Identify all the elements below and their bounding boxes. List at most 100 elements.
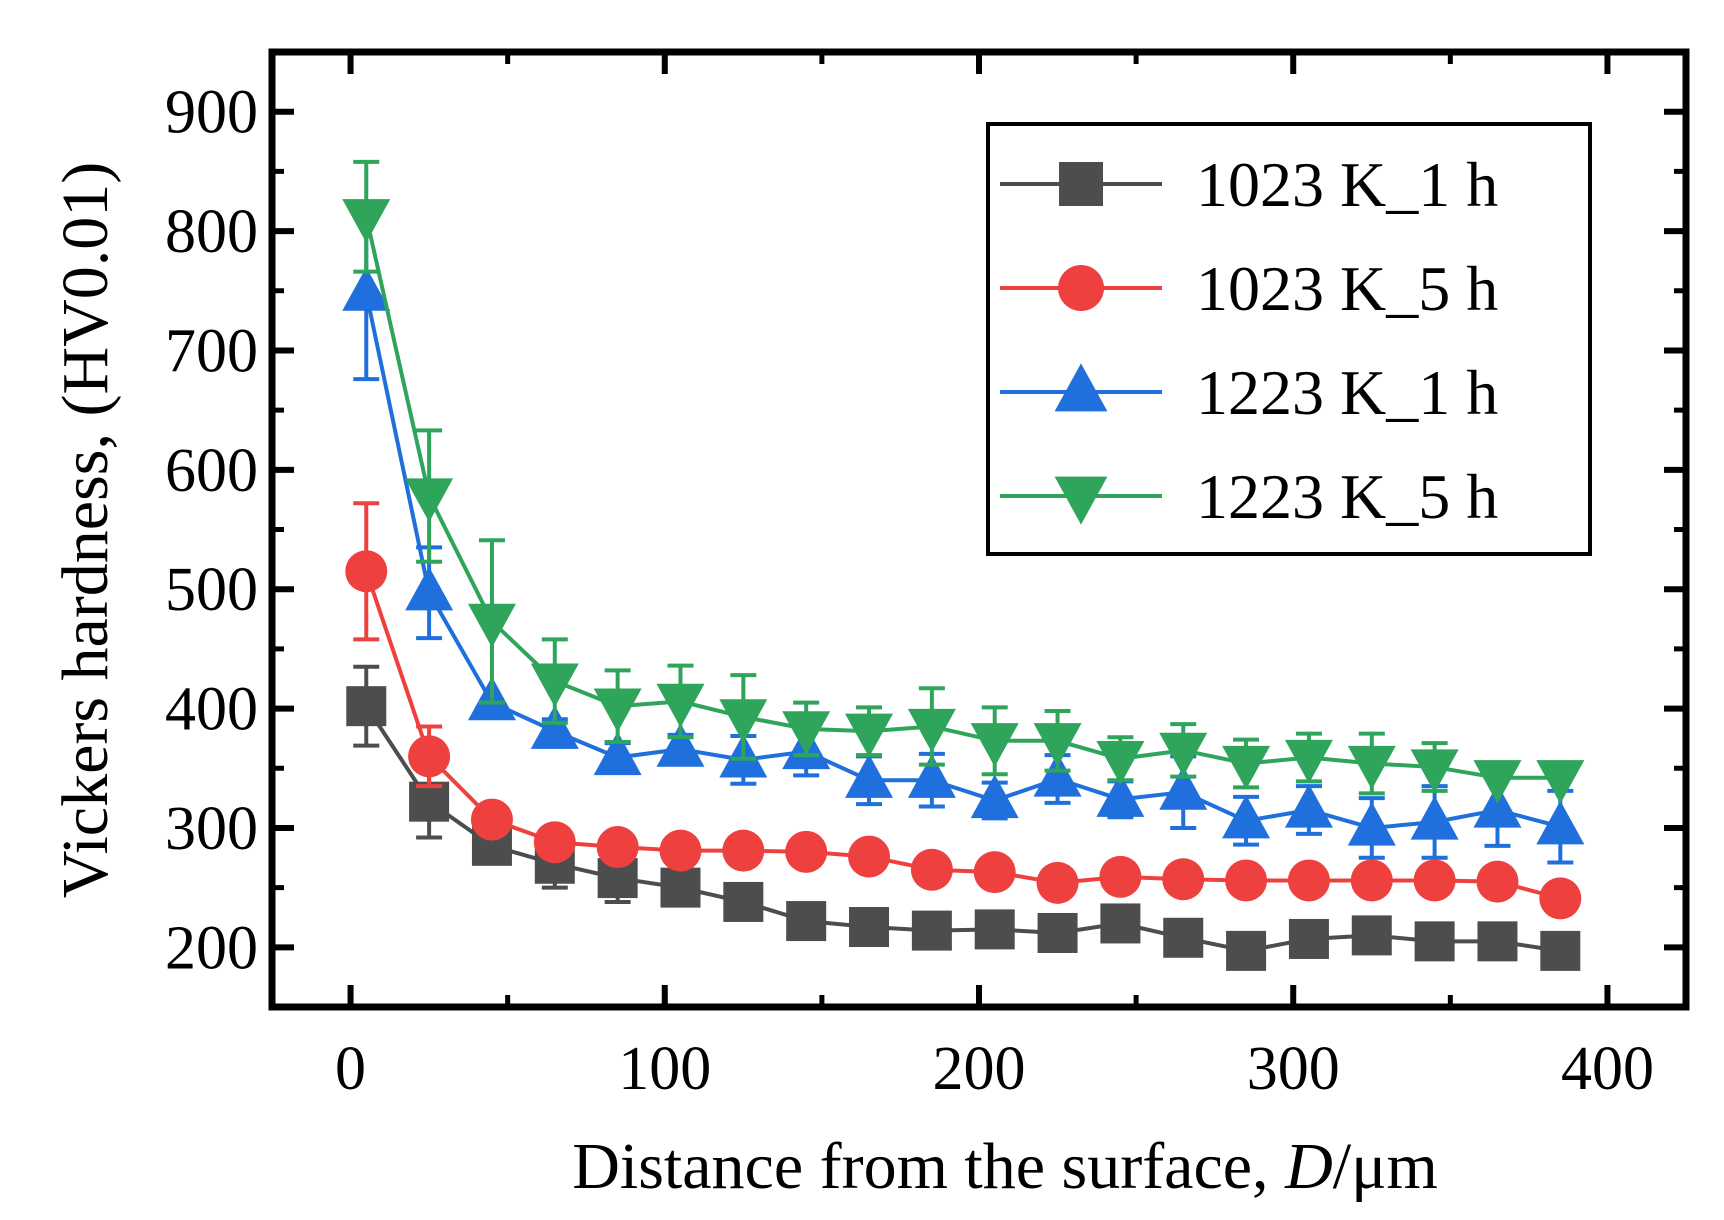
data-point (1100, 903, 1141, 944)
data-point (1476, 860, 1519, 903)
data-point (1536, 760, 1585, 804)
data-point (1539, 877, 1582, 920)
axis-ticks: 0 100 200 300 400 200 300 400 500 600 700 800 900 (165, 52, 1686, 1103)
data-point (467, 603, 516, 648)
y-axis-title: Vickers hardness, (HV0.01) (49, 162, 122, 899)
data-point (660, 867, 701, 908)
series-2 (345, 501, 1582, 920)
data-point (782, 711, 831, 755)
data-point (849, 907, 890, 948)
data-point (1284, 739, 1333, 784)
data-point (1222, 745, 1271, 790)
data-point (1410, 795, 1459, 840)
data-point (342, 267, 391, 311)
data-point (659, 829, 702, 872)
legend-label: 1223 K_5 h (1196, 461, 1498, 532)
data-point (1225, 859, 1268, 902)
data-point (973, 851, 1016, 894)
data-point (845, 754, 894, 798)
data-point (910, 848, 953, 891)
data-point (1162, 858, 1205, 901)
x-tick-label: 100 (618, 1035, 711, 1103)
data-point (1159, 732, 1208, 777)
data-point (1473, 760, 1522, 804)
x-axis-title-unit: /μm (1333, 1130, 1438, 1203)
legend-label: 1223 K_1 h (1196, 357, 1498, 428)
legend-marker (1059, 162, 1103, 206)
y-tick-label: 800 (165, 198, 258, 266)
data-point (1347, 801, 1396, 846)
x-axis-title-main: Distance from the surface, (572, 1130, 1285, 1203)
data-point (970, 723, 1019, 767)
data-point (1163, 917, 1204, 958)
legend-item: 1023 K_5 h (1000, 253, 1498, 324)
data-point (907, 708, 956, 753)
data-point (1099, 855, 1142, 898)
data-point (593, 688, 642, 733)
data-point (1410, 749, 1459, 794)
data-point (405, 478, 454, 523)
data-point (345, 550, 388, 593)
data-point (409, 781, 450, 822)
legend-label: 1023 K_1 h (1196, 149, 1498, 220)
data-point (722, 829, 765, 872)
data-point (1350, 859, 1393, 902)
data-point (593, 731, 642, 776)
data-point (723, 881, 764, 922)
y-tick-label: 400 (165, 676, 258, 744)
data-point (1288, 918, 1329, 959)
data-point (1037, 912, 1078, 953)
data-point (1287, 859, 1330, 902)
legend-label: 1023 K_5 h (1196, 253, 1498, 324)
plot-series (342, 159, 1585, 971)
data-point (1036, 861, 1079, 904)
data-point (656, 683, 705, 728)
legend-marker (1054, 476, 1108, 525)
data-point (907, 754, 956, 798)
data-point (1414, 921, 1455, 962)
data-point (346, 686, 387, 727)
data-point (530, 705, 579, 749)
data-point (533, 821, 576, 864)
legend-marker (1058, 265, 1104, 311)
data-point (719, 699, 768, 743)
data-point (405, 566, 454, 611)
data-point (1222, 794, 1271, 839)
legend-item: 1023 K_1 h (1000, 149, 1498, 220)
data-point (1473, 783, 1522, 828)
data-point (1096, 773, 1145, 817)
data-point (911, 910, 952, 951)
x-tick-label: 300 (1247, 1035, 1340, 1103)
y-tick-label: 600 (165, 437, 258, 505)
data-point (974, 909, 1015, 950)
data-point (970, 774, 1019, 819)
legend: 1023 K_1 h 1023 K_5 h 1223 K_1 h 1223 K_5 h (986, 122, 1592, 556)
data-point (1284, 783, 1333, 828)
legend-item: 1223 K_1 h (1000, 357, 1498, 428)
data-point (530, 663, 579, 708)
data-point (1413, 859, 1456, 902)
data-point (342, 199, 391, 243)
legend-marker (1054, 363, 1108, 412)
data-point (596, 826, 639, 869)
x-tick-label: 400 (1561, 1035, 1654, 1103)
data-point (1226, 930, 1267, 971)
data-point (785, 830, 828, 873)
data-point (1033, 752, 1082, 797)
data-point (1096, 741, 1145, 785)
y-tick-label: 700 (165, 317, 258, 385)
y-tick-label: 900 (165, 79, 258, 147)
data-point (1536, 800, 1585, 845)
series-4 (342, 159, 1585, 804)
x-tick-label: 200 (933, 1035, 1026, 1103)
data-point (845, 713, 894, 758)
data-point (1033, 723, 1082, 767)
y-tick-label: 200 (165, 914, 258, 982)
data-point (1347, 745, 1396, 790)
data-point (470, 798, 513, 841)
data-point (848, 835, 891, 878)
x-tick-label: 0 (335, 1035, 366, 1103)
data-point (1351, 915, 1392, 956)
data-point (1159, 766, 1208, 810)
